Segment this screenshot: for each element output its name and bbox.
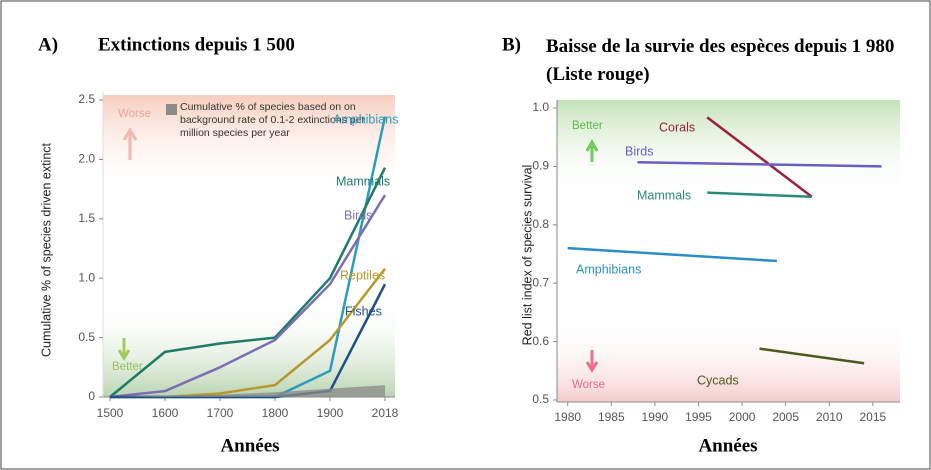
series-label: Fishes (345, 304, 382, 318)
annotation: Worse (118, 108, 151, 120)
annotation: Better (572, 120, 603, 132)
series-line (759, 347, 865, 365)
series-line (707, 191, 812, 199)
legend-box: Cumulative % of species based on on back… (180, 101, 366, 139)
y-tick-label: 0.6 (532, 334, 549, 348)
y-tick-label: 2.0 (78, 152, 95, 166)
y-tick-label: 1.0 (78, 270, 95, 284)
arrow (585, 350, 599, 373)
panel-label: A) (38, 34, 58, 55)
annotation: Better (112, 361, 143, 373)
annotation: Worse (572, 379, 605, 391)
series-label: Birds (625, 144, 653, 158)
arrow (117, 338, 131, 361)
chart-title: Baisse de la survie des espèces depuis 1… (546, 36, 895, 85)
y-tick-label: 0.7 (532, 275, 549, 289)
arrow (122, 127, 138, 160)
series-label: Amphibians (333, 112, 398, 126)
y-tick-label: 1.5 (78, 211, 95, 225)
series-label: Mammals (336, 174, 390, 188)
series-line (109, 194, 387, 399)
better-band (557, 100, 900, 195)
y-tick-label: 0 (88, 389, 95, 403)
x-tick-label: 1900 (317, 406, 344, 420)
series-label: Amphibians (576, 262, 641, 276)
y-tick-label: 0.9 (532, 159, 549, 173)
arrow (585, 138, 599, 162)
x-tick-label: 1990 (642, 410, 669, 424)
x-axis-label: Années (698, 435, 757, 456)
series-line (637, 161, 882, 168)
series-line (567, 246, 778, 263)
chart-title-box: Baisse de la survie des espèces depuis 1… (546, 36, 895, 85)
y-tick-label: 1.0 (532, 100, 549, 114)
series-label: Reptiles (340, 268, 385, 282)
y-tick-label: 0.8 (532, 217, 549, 231)
series-label: Birds (344, 208, 372, 222)
x-tick-label: 2005 (772, 410, 799, 424)
x-tick-label: 1500 (97, 406, 124, 420)
y-axis-label: Red list index of species survival (520, 165, 534, 346)
x-axis-label: Années (220, 435, 279, 456)
y-axis-label: Cumulative % of species driven extinct (39, 142, 53, 357)
x-tick-label: 1995 (685, 410, 712, 424)
y-tick-label: 0.5 (78, 330, 95, 344)
series-line (109, 167, 387, 398)
x-tick-label: 2010 (816, 410, 843, 424)
panel-label: B) (502, 34, 521, 55)
x-tick-label: 2000 (729, 410, 756, 424)
series-label: Cycads (697, 373, 739, 387)
chart-title: Extinctions depuis 1 500 (98, 34, 295, 55)
x-tick-label: 1600 (152, 406, 179, 420)
legend-text: Cumulative % of species based on on back… (180, 101, 366, 139)
x-tick-label: 1800 (262, 406, 289, 420)
x-tick-label: 1980 (554, 410, 581, 424)
better-band (103, 300, 395, 397)
y-tick-label: 2.5 (78, 92, 95, 106)
series-label: Mammals (637, 188, 691, 202)
series-line (706, 116, 813, 198)
x-tick-label: 2015 (859, 410, 886, 424)
series-label: Corals (659, 120, 695, 134)
worse-band (103, 95, 395, 195)
legend-swatch (166, 104, 177, 115)
area (110, 385, 385, 397)
x-tick-label: 1700 (207, 406, 234, 420)
x-tick-label: 2018 (372, 406, 399, 420)
x-tick-label: 1985 (598, 410, 625, 424)
y-tick-label: 0.5 (532, 392, 549, 406)
